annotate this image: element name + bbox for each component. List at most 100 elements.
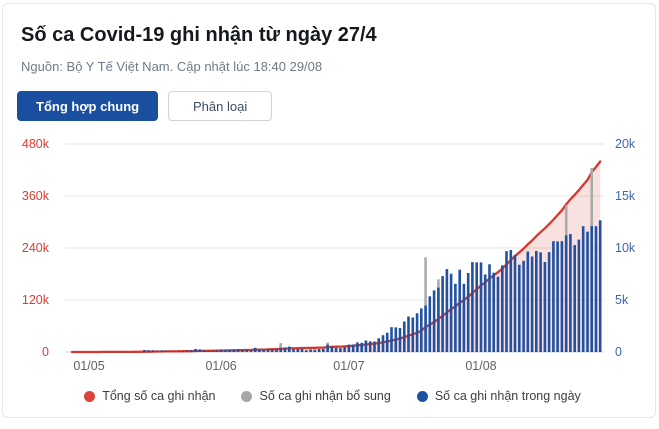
daily-bar[interactable] <box>194 349 197 352</box>
daily-bar[interactable] <box>394 327 398 352</box>
daily-bar[interactable] <box>168 351 172 352</box>
daily-bar[interactable] <box>437 287 440 352</box>
daily-bar[interactable] <box>202 350 206 352</box>
daily-bar[interactable] <box>262 350 265 352</box>
daily-bar[interactable] <box>569 234 572 352</box>
daily-bar[interactable] <box>181 351 185 352</box>
daily-bar[interactable] <box>232 349 236 352</box>
daily-bar[interactable] <box>313 349 317 352</box>
daily-bar[interactable] <box>275 349 278 352</box>
daily-bar[interactable] <box>270 348 274 352</box>
tab-tong-hop-chung[interactable]: Tổng hợp chung <box>17 91 159 121</box>
daily-bar[interactable] <box>535 251 538 352</box>
daily-bar[interactable] <box>462 283 466 352</box>
daily-bar[interactable] <box>326 344 329 352</box>
daily-bar[interactable] <box>317 349 321 352</box>
daily-bar[interactable] <box>458 269 461 352</box>
daily-bar[interactable] <box>577 239 581 352</box>
daily-bar[interactable] <box>415 313 419 352</box>
daily-bar[interactable] <box>177 351 180 352</box>
daily-bar[interactable] <box>501 265 504 352</box>
daily-bar[interactable] <box>454 283 457 352</box>
daily-bar[interactable] <box>586 231 589 352</box>
daily-bar[interactable] <box>343 347 346 352</box>
daily-bar[interactable] <box>411 317 415 353</box>
daily-bar[interactable] <box>151 350 155 352</box>
daily-bar[interactable] <box>522 260 525 352</box>
daily-bar[interactable] <box>296 348 300 352</box>
daily-bar[interactable] <box>441 276 444 352</box>
daily-bar[interactable] <box>339 348 342 352</box>
legend-item-total[interactable]: Tổng số ca ghi nhận <box>84 389 215 403</box>
tab-phan-loai[interactable]: Phân loại <box>168 91 273 121</box>
daily-bar[interactable] <box>530 256 534 353</box>
daily-bar[interactable] <box>164 350 167 352</box>
daily-bar[interactable] <box>258 349 261 352</box>
daily-bar[interactable] <box>449 273 453 352</box>
daily-bar[interactable] <box>236 349 240 352</box>
legend-item-daily[interactable]: Số ca ghi nhận trong ngày <box>416 389 581 403</box>
daily-bar[interactable] <box>471 262 474 352</box>
daily-bar[interactable] <box>432 290 436 352</box>
daily-bar[interactable] <box>207 351 210 352</box>
daily-bar[interactable] <box>509 250 513 352</box>
daily-bar[interactable] <box>488 264 491 352</box>
daily-bar[interactable] <box>113 351 116 353</box>
daily-bar[interactable] <box>513 254 517 352</box>
daily-bar[interactable] <box>143 350 146 352</box>
daily-bar[interactable] <box>309 349 312 352</box>
daily-bar[interactable] <box>215 350 219 352</box>
daily-bar[interactable] <box>518 264 521 352</box>
daily-bar[interactable] <box>322 348 325 352</box>
daily-bar[interactable] <box>160 350 163 352</box>
daily-bar[interactable] <box>581 226 585 352</box>
daily-bar[interactable] <box>190 350 193 352</box>
daily-bar[interactable] <box>288 346 291 352</box>
daily-bar[interactable] <box>526 251 530 353</box>
bonus-bar[interactable] <box>424 257 427 352</box>
daily-bar[interactable] <box>564 235 568 352</box>
daily-bar[interactable] <box>573 245 576 352</box>
daily-bar[interactable] <box>505 251 508 352</box>
daily-bar[interactable] <box>334 347 338 352</box>
daily-bar[interactable] <box>241 349 244 352</box>
daily-bar[interactable] <box>300 348 304 352</box>
daily-bar[interactable] <box>552 241 555 352</box>
daily-bar[interactable] <box>560 241 564 352</box>
daily-bar[interactable] <box>279 347 282 352</box>
daily-bar[interactable] <box>377 338 380 352</box>
bonus-bar[interactable] <box>279 343 282 352</box>
daily-bar[interactable] <box>185 350 189 352</box>
daily-bar[interactable] <box>475 262 478 352</box>
daily-bar[interactable] <box>198 349 202 352</box>
daily-bar[interactable] <box>483 274 487 353</box>
daily-bar[interactable] <box>245 349 248 352</box>
daily-bar[interactable] <box>598 220 602 352</box>
daily-bar[interactable] <box>407 316 410 353</box>
daily-bar[interactable] <box>445 269 449 352</box>
daily-bar[interactable] <box>147 350 150 352</box>
daily-bar[interactable] <box>424 305 427 352</box>
daily-bar[interactable] <box>266 349 270 352</box>
daily-bar[interactable] <box>249 350 253 352</box>
daily-bar[interactable] <box>356 342 359 352</box>
daily-bar[interactable] <box>172 351 176 352</box>
daily-bar[interactable] <box>594 226 598 352</box>
daily-bar[interactable] <box>398 328 402 352</box>
daily-bar[interactable] <box>543 262 547 352</box>
cumulative-line[interactable] <box>70 160 602 354</box>
legend-item-bonus[interactable]: Số ca ghi nhận bổ sung <box>241 389 391 403</box>
daily-bar[interactable] <box>373 341 376 353</box>
daily-bar[interactable] <box>492 272 495 352</box>
daily-bar[interactable] <box>211 350 214 353</box>
chart-plot[interactable]: 480k 360k 240k 120k 0 20k 15k 10k 5k 0 01/05 01/06 0… <box>3 4 659 429</box>
daily-bar[interactable] <box>292 349 295 352</box>
daily-bar[interactable] <box>539 252 542 352</box>
daily-bar[interactable] <box>364 340 368 353</box>
daily-bar[interactable] <box>381 335 385 352</box>
daily-bar[interactable] <box>385 332 389 352</box>
daily-bar[interactable] <box>305 350 308 352</box>
daily-bar[interactable] <box>368 341 372 352</box>
daily-bar[interactable] <box>360 342 363 352</box>
daily-bar[interactable] <box>351 344 355 353</box>
